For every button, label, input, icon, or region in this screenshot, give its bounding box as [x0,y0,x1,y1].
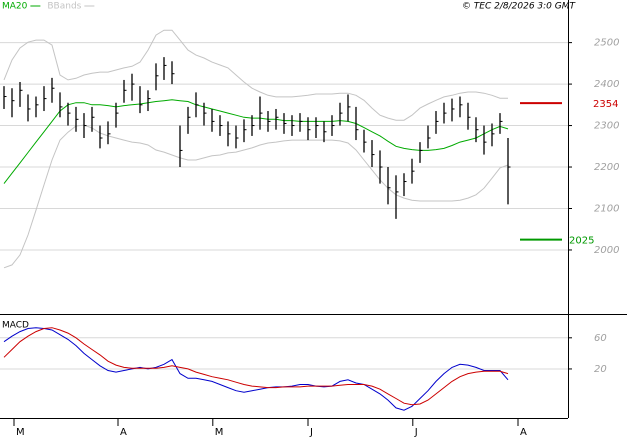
y-tick-label: 2400 [594,79,619,90]
legend-label: BBands [47,2,81,12]
y-tick-label: 2100 [594,203,619,214]
x-tick-label: M [16,427,25,438]
y-tick-label: 60 [594,333,607,344]
x-tick-label: M [215,427,224,438]
level-label: 2354 [593,99,618,110]
macd-title: MACD [2,321,29,331]
legend-label: MA20 [2,2,28,12]
band-lower [3,124,509,269]
credit: © TEC 2/8/2026 3:0 GMT [462,2,577,12]
x-tick-label: J [309,427,313,438]
y-tick-label: 2000 [594,245,619,256]
x-tick-label: J [414,427,418,438]
level-label: 2025 [569,236,594,247]
y-tick-label: 2300 [594,121,619,132]
ma-line [3,99,509,184]
y-tick-label: 2500 [594,38,619,49]
macd-line [3,327,509,406]
macd-line [3,327,509,411]
y-tick-label: 2200 [594,162,619,173]
y-tick-label: 20 [594,364,607,375]
x-tick-label: A [520,427,527,438]
x-tick-label: A [120,427,127,438]
band-upper [3,29,508,121]
